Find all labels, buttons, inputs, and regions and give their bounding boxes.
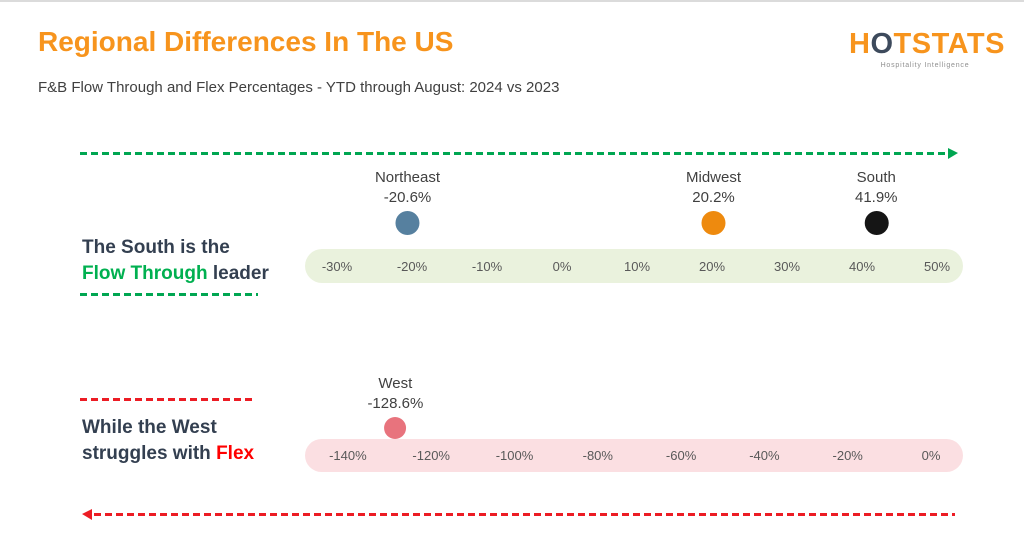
axis-tick-label: 30%	[773, 258, 801, 274]
axis-tick-label: 0%	[552, 258, 572, 274]
flex-bottom-guide-line	[82, 509, 955, 520]
point-region-label: Midwest	[685, 169, 742, 186]
point-region-label: West	[378, 375, 413, 392]
axis-tick-label: 20%	[698, 258, 726, 274]
logo-wordmark: HOTSTATS	[849, 28, 1004, 60]
point-value-label: -128.6%	[367, 395, 424, 412]
axis-tick-label: -40%	[749, 448, 780, 463]
axis-tick-label: -80%	[582, 448, 613, 463]
logo-letter-o: O	[870, 28, 894, 60]
flex-axis-bar: -140% -120% -100% -80% -60% -40% -20% 0%	[305, 439, 963, 472]
axis-tick-label: 50%	[923, 258, 951, 274]
axis-tick-label: 0%	[921, 448, 941, 463]
point-region-label: Northeast	[374, 169, 441, 186]
data-point-midwest: Midwest 20.2%	[686, 168, 741, 235]
flow-through-annotation-line1: The South is the	[82, 237, 230, 258]
data-point-northeast: Northeast -20.6%	[375, 168, 440, 235]
axis-tick-label: -10%	[471, 258, 503, 274]
flow-through-axis-bar: -30% -20% -10% 0% 10% 20% 30% 40% 50%	[305, 249, 963, 283]
point-dot	[384, 417, 407, 439]
subtitle: F&B Flow Through and Flex Percentages - …	[38, 79, 560, 96]
axis-tick-label: -20%	[832, 448, 863, 463]
flex-annotation-line2-rest: struggles with	[82, 443, 217, 464]
logo-letters-rest: TSTATS	[893, 28, 1005, 60]
point-value-label: -20.6%	[383, 189, 432, 206]
axis-tick-label: -100%	[495, 448, 534, 463]
flex-highlight: Flex	[216, 443, 255, 464]
hotstats-logo: HOTSTATS Hospitality Intelligence	[849, 28, 1004, 70]
point-dot	[864, 211, 889, 235]
axis-tick-label: 40%	[848, 258, 876, 274]
point-dot	[701, 211, 726, 235]
flow-through-annotation-underline	[80, 293, 258, 296]
flow-through-annotation-line2: Flow Through leader	[82, 261, 269, 287]
axis-tick-label: -30%	[321, 258, 353, 274]
flow-through-top-guide-line	[80, 148, 958, 159]
flex-annotation-line1: While the West	[82, 417, 217, 438]
flex-annotation-overline	[80, 398, 255, 401]
point-value-label: 41.9%	[854, 189, 898, 206]
point-dot	[395, 211, 420, 235]
axis-tick-label: -120%	[412, 448, 450, 463]
flow-through-annotation: The South is the Flow Through leader	[82, 235, 269, 287]
page-title: Regional Differences In The US	[38, 26, 454, 57]
axis-tick-label: -20%	[396, 258, 428, 274]
data-point-west: West -128.6%	[367, 374, 423, 439]
logo-tagline: Hospitality Intelligence	[880, 62, 970, 69]
data-point-south: South 41.9%	[855, 168, 898, 235]
flex-annotation-line2: struggles with Flex	[82, 441, 254, 467]
flow-through-annotation-line2-rest: leader	[207, 263, 269, 284]
axis-tick-label: -140%	[329, 448, 367, 463]
point-value-label: 20.2%	[692, 189, 735, 206]
flex-annotation: While the West struggles with Flex	[82, 415, 254, 467]
logo-letter-h: H	[849, 28, 871, 60]
flow-through-highlight: Flow Through	[82, 263, 208, 284]
axis-tick-label: -60%	[665, 448, 697, 463]
axis-tick-label: 10%	[623, 258, 651, 274]
point-region-label: South	[856, 169, 896, 186]
